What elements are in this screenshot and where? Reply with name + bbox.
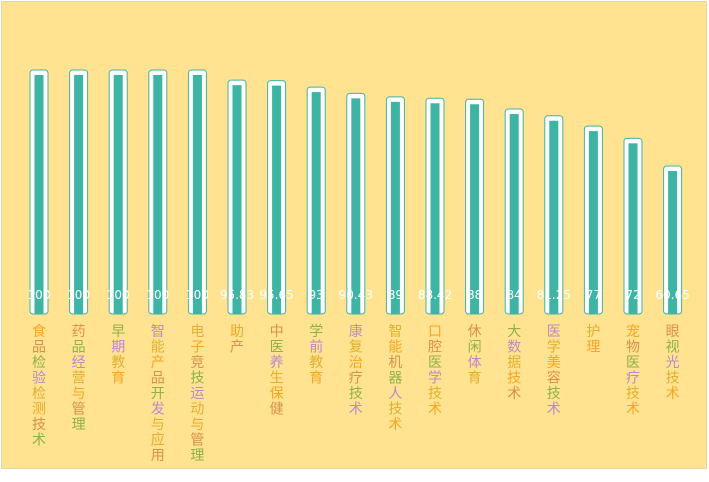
bar-12 [510, 114, 519, 314]
value-label-11: 88 [467, 288, 482, 302]
bar-13 [549, 121, 558, 314]
bar-2 [114, 75, 123, 314]
category-label-5: 助产 [230, 324, 244, 356]
value-label-5: 95.83 [220, 288, 254, 302]
category-label-7: 学前教育 [309, 324, 323, 387]
value-label-3: 100 [146, 288, 169, 302]
category-labels-group: 食品检验检测技术 药品经营与管理 早期教育 智能产品开发与应用 电子竞技运动与管理 助产中… [32, 323, 680, 464]
category-label-10: 口腔医学技术 [428, 324, 442, 418]
value-label-1: 100 [67, 288, 90, 302]
bars-group [30, 70, 682, 314]
category-label-2: 早期教育 [111, 324, 125, 387]
bar-8 [351, 98, 360, 314]
value-label-12: 84 [507, 288, 522, 302]
bar-5 [233, 85, 242, 314]
category-label-6: 中医养生保健 [270, 324, 284, 418]
category-label-3: 智能产品开发与应用 [151, 324, 165, 464]
value-labels-group: 100 100 100 100 100 95.83 95.65 93 90.43 89 88.42 8… [28, 288, 690, 302]
bar-0 [35, 75, 44, 314]
category-label-16: 眼视光技术 [666, 324, 680, 402]
category-label-0: 食品检验检测技术 [32, 323, 46, 449]
value-label-8: 90.43 [339, 288, 373, 302]
bar-4 [193, 75, 202, 314]
value-label-16: 60.65 [655, 288, 689, 302]
value-label-15: 72 [625, 288, 640, 302]
category-label-4: 电子竞技运动与管理 [190, 324, 204, 464]
category-label-15: 宠物医疗技术 [626, 324, 640, 418]
value-label-6: 95.65 [259, 288, 293, 302]
bar-3 [153, 75, 162, 314]
bar-7 [312, 92, 321, 314]
category-label-9: 智能机器人技术 [388, 324, 402, 433]
value-label-10: 88.42 [418, 288, 452, 302]
value-label-7: 93 [309, 288, 324, 302]
value-label-13: 81.25 [537, 288, 571, 302]
bar-10 [431, 103, 440, 314]
category-label-8: 康复治疗技术 [349, 323, 363, 418]
value-label-14: 77 [586, 288, 601, 302]
value-label-4: 100 [186, 288, 209, 302]
value-label-2: 100 [107, 288, 130, 302]
category-label-12: 大数据技术 [507, 324, 521, 402]
value-label-9: 89 [388, 288, 403, 302]
category-label-1: 药品经营与管理 [72, 324, 86, 433]
bar-11 [470, 104, 479, 314]
chart-frame: 100 100 100 100 100 95.83 95.65 93 90.43 89 88.42 8… [1, 1, 707, 469]
bar-1 [74, 75, 83, 314]
category-label-11: 休闲体育 [468, 324, 482, 387]
category-label-13: 医学美容技术 [547, 324, 561, 418]
category-label-14: 护理 [586, 324, 600, 356]
bar-9 [391, 102, 400, 314]
bar-14 [589, 131, 598, 314]
bar-chart: 100 100 100 100 100 95.83 95.65 93 90.43 89 88.42 8… [2, 2, 708, 470]
bar-6 [272, 86, 281, 314]
value-label-0: 100 [28, 288, 51, 302]
